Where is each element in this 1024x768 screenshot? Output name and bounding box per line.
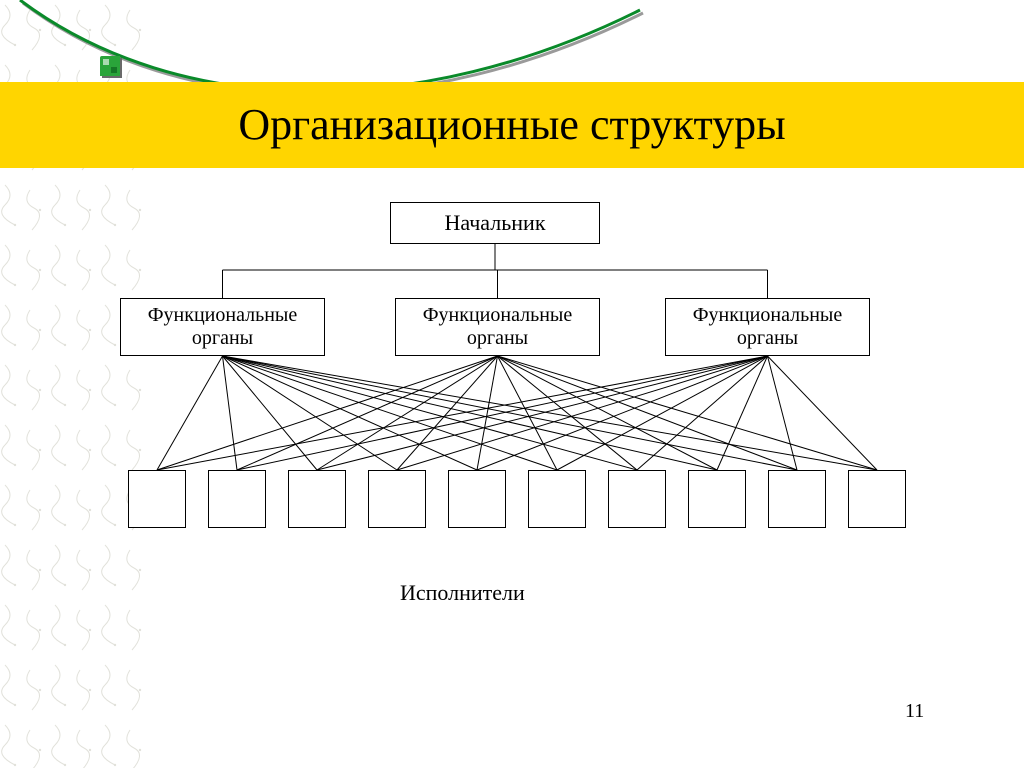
node-executor-8 [768, 470, 826, 528]
node-executor-2 [288, 470, 346, 528]
node-chief-label: Начальник [444, 210, 545, 235]
node-functional-0: Функциональные органы [120, 298, 325, 356]
node-functional-2-line1: Функциональные [693, 304, 843, 326]
node-functional-1-line2: органы [467, 327, 528, 349]
node-functional-1: Функциональные органы [395, 298, 600, 356]
node-executor-4 [448, 470, 506, 528]
bullet-icon [100, 56, 124, 80]
executors-label: Исполнители [400, 580, 525, 606]
node-executor-9 [848, 470, 906, 528]
page-number-text: 11 [905, 700, 924, 722]
node-executor-1 [208, 470, 266, 528]
node-executor-7 [688, 470, 746, 528]
node-functional-2-line2: органы [737, 327, 798, 349]
node-executor-6 [608, 470, 666, 528]
node-functional-0-line1: Функциональные [148, 304, 298, 326]
page-number: 11 [905, 700, 924, 723]
node-chief: Начальник [390, 202, 600, 244]
node-executor-5 [528, 470, 586, 528]
node-executor-3 [368, 470, 426, 528]
node-functional-1-line1: Функциональные [423, 304, 573, 326]
node-functional-2: Функциональные органы [665, 298, 870, 356]
node-executor-0 [128, 470, 186, 528]
slide-title-text: Организационные структуры [238, 100, 785, 149]
executors-label-text: Исполнители [400, 580, 525, 605]
slide-title: Организационные структуры [0, 82, 1024, 168]
node-functional-0-line2: органы [192, 327, 253, 349]
